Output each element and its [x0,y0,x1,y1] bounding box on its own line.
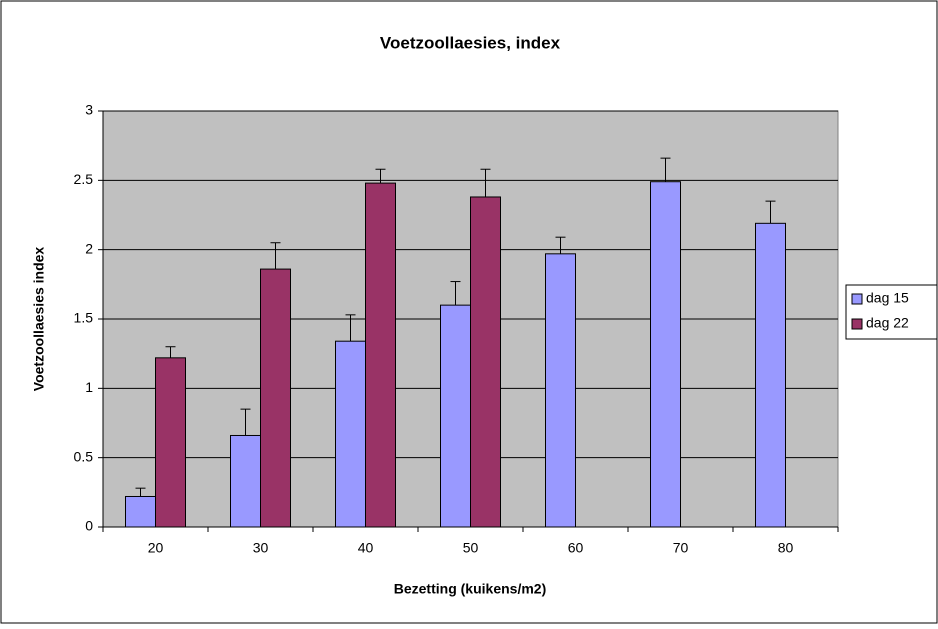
y-tick-label: 1 [85,379,93,395]
x-axis-title: Bezetting (kuikens/m2) [394,581,546,597]
x-tick-label: 60 [568,540,584,556]
y-tick-label: 2 [85,240,93,256]
x-tick-label: 70 [673,540,689,556]
bar [545,253,576,528]
y-axis-title: Voetzoollaesies index [31,247,47,392]
legend-swatch [851,318,863,330]
y-tick-label: 1.5 [74,310,94,326]
bar [440,304,471,528]
bar [230,434,261,528]
x-tick-label: 40 [358,540,374,556]
bar [650,181,681,528]
bar [335,340,366,528]
legend-label: dag 22 [866,315,909,331]
chart-title: Voetzoollaesies, index [380,33,561,52]
y-tick-label: 0.5 [74,448,94,464]
bar [125,495,156,528]
y-tick-label: 3 [85,102,93,118]
bar [470,196,501,528]
x-tick-label: 20 [148,540,164,556]
bar [365,182,396,528]
bar [755,222,786,528]
y-tick-label: 0 [85,518,93,534]
legend-label: dag 15 [866,290,909,306]
x-tick-label: 80 [778,540,794,556]
y-tick-label: 2.5 [74,171,94,187]
bar [155,357,186,528]
legend-swatch [851,293,863,305]
x-tick-label: 30 [253,540,269,556]
bar [260,268,291,528]
x-tick-label: 50 [463,540,479,556]
